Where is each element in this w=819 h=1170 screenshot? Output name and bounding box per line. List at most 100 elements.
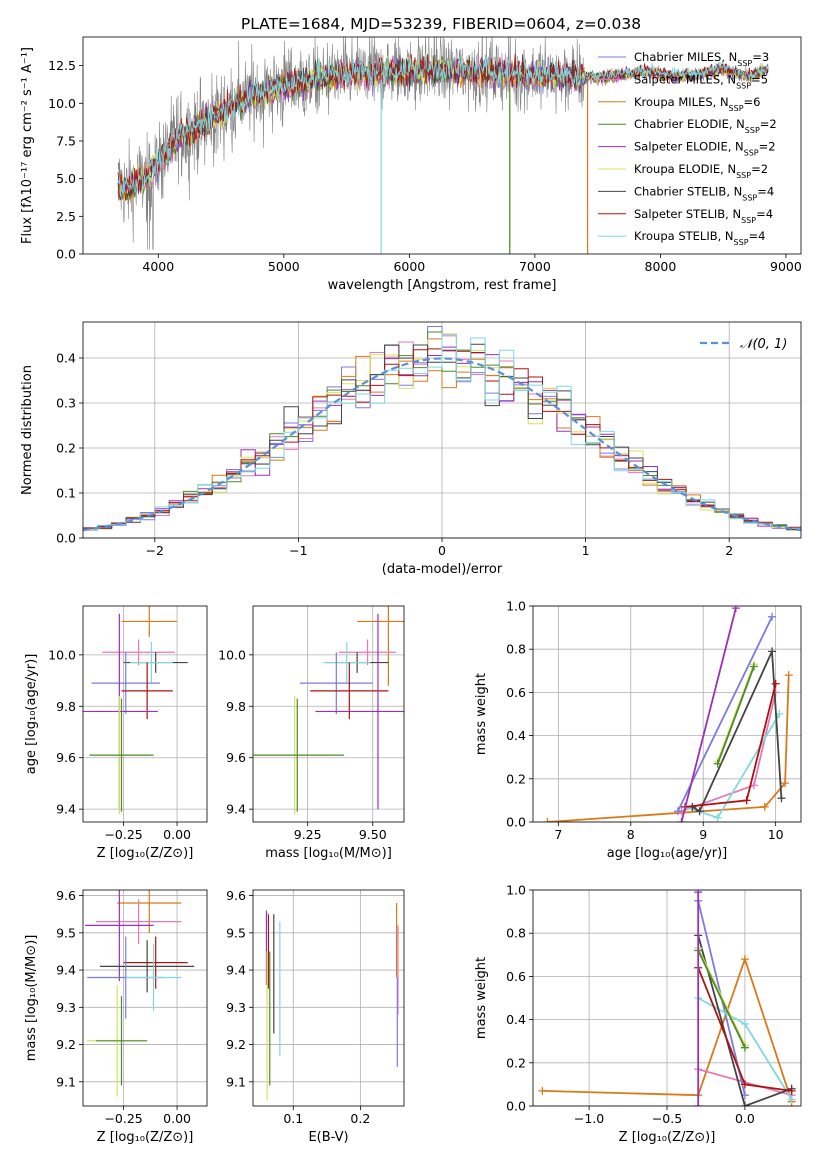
y-tick-label: 9.4 (56, 802, 76, 817)
mass-weight-marker (768, 647, 777, 656)
mass-weight-vs-metallicity-panel: −1.0 −0.5 0.0 0.0 0.2 0.4 0.6 0.8 1.0 Z [log₁₀(Z/… (474, 883, 802, 1145)
x-tick-label: 0.2 (350, 1111, 370, 1126)
x-tick-label: 9000 (770, 259, 802, 274)
x-axis-label: age [log₁₀(age/yr)] (607, 846, 728, 861)
legend-entry: Kroupa STELIB, NSSP=4 (634, 229, 765, 247)
mass-weight-marker (740, 1102, 749, 1106)
mass-weight-marker (713, 759, 722, 768)
legend-entry: Salpeter STELIB, NSSP=4 (634, 207, 773, 225)
gridlines (533, 889, 801, 1107)
gridlines (83, 890, 207, 1106)
y-axis-label: age [log₁₀(age/yr)] (24, 654, 39, 775)
plot-area (538, 890, 796, 1106)
y-tick-label: 0.4 (56, 351, 76, 366)
x-tick-label: −0.25 (104, 1111, 142, 1126)
y-tick-label: 0.2 (506, 1055, 526, 1070)
plot-area (253, 606, 404, 815)
axes-frame (82, 321, 802, 539)
axes: 0.1 0.2 9.1 9.2 9.3 9.4 9.5 9.6 E(B-V) (226, 888, 405, 1145)
y-tick-label: 9.1 (56, 1074, 76, 1089)
axes-frame (252, 605, 405, 823)
axes-frame (532, 605, 802, 823)
legend-entry: Chabrier ELODIE, NSSP=2 (634, 117, 777, 135)
y-axis-label: mass weight (474, 957, 489, 1039)
x-tick-label: −1 (289, 543, 307, 558)
y-tick-label: 0.6 (506, 969, 526, 984)
mass-weight-marker (673, 807, 682, 816)
mass-weight-line (716, 666, 755, 765)
x-tick-label: 8 (627, 827, 635, 842)
mass-vs-metallicity-panel: −0.25 0.00 9.1 9.2 9.3 9.4 9.5 9.6 Z [log₁₀(Z/Z⊙… (24, 888, 208, 1145)
axes: 9.25 9.50 9.4 9.6 9.8 10.0 mass [log₁₀(M/M⊙)] (218, 605, 405, 861)
y-tick-label: 0.0 (56, 531, 76, 546)
y-axis-label: Normed distribution (20, 365, 35, 495)
y-tick-label: 9.3 (56, 1000, 76, 1015)
model-spectrum-line (117, 53, 769, 197)
mass-weight-marker (740, 1043, 749, 1052)
x-tick-label: 4000 (142, 259, 174, 274)
x-tick-label: 10 (768, 827, 784, 842)
x-tick-label: 7000 (519, 259, 551, 274)
plot-area (543, 606, 793, 822)
residual-histogram (83, 355, 801, 530)
mass-weight-marker (740, 1019, 749, 1028)
y-tick-label: 0.4 (506, 728, 526, 743)
plot-area (85, 890, 195, 1097)
y-tick-label: 0.0 (506, 815, 526, 830)
y-tick-label: 12.5 (48, 58, 76, 73)
y-tick-label: 1.0 (506, 883, 526, 898)
x-tick-label: 1 (582, 543, 590, 558)
axes-frame (532, 889, 802, 1107)
mass-weight-marker (784, 671, 793, 680)
y-tick-label: 9.4 (56, 963, 76, 978)
y-tick-label: 9.1 (226, 1074, 246, 1089)
y-tick-label: 9.4 (226, 802, 246, 817)
mass-weight-vs-age-panel: 7 8 9 10 0.0 0.2 0.4 0.6 0.8 1.0 age [log₁₀(age/yr… (474, 599, 802, 861)
y-tick-label: 0.2 (56, 441, 76, 456)
y-tick-label: 9.5 (226, 925, 246, 940)
age-vs-mass-panel: 9.25 9.50 9.4 9.6 9.8 10.0 mass [log₁₀(M/M⊙)] (218, 605, 405, 861)
x-axis-label: wavelength [Angstrom, rest frame] (328, 278, 557, 293)
mass-weight-line (681, 692, 777, 813)
normal-distribution-curve (83, 357, 801, 532)
mass-weight-line (680, 607, 737, 822)
x-tick-label: 8000 (645, 259, 677, 274)
plot-area (117, 37, 769, 254)
y-tick-label: 1.0 (506, 599, 526, 614)
y-tick-label: 9.6 (226, 750, 246, 765)
x-axis-label: Z [log₁₀(Z/Z⊙)] (619, 1130, 716, 1145)
mass-weight-marker (740, 1080, 749, 1089)
residual-histogram-panel: −2 −1 0 1 2 0.0 0.1 0.2 0.3 0.4 (data-model)/error… (20, 321, 802, 577)
x-tick-label: 0.0 (735, 1111, 755, 1126)
legend-entry: Salpeter ELODIE, NSSP=2 (634, 140, 776, 158)
x-tick-label: 2 (725, 543, 733, 558)
x-axis-label: Z [log₁₀(Z/Z⊙)] (97, 846, 194, 861)
y-tick-label: 0.8 (506, 926, 526, 941)
x-tick-label: 9 (699, 827, 707, 842)
y-tick-label: 0.2 (506, 771, 526, 786)
mass-weight-marker (713, 813, 722, 822)
mass-weight-marker (694, 890, 703, 897)
y-tick-label: 0.3 (56, 396, 76, 411)
legend-entry: Kroupa ELODIE, NSSP=2 (634, 162, 768, 180)
y-tick-label: 9.8 (226, 699, 246, 714)
y-tick-label: 0.0 (56, 247, 76, 262)
mass-weight-marker (787, 1086, 796, 1095)
axes: −0.25 0.00 9.4 9.6 9.8 10.0 Z [log₁₀(Z/Z⊙)] age… (24, 605, 208, 861)
x-tick-label: −0.5 (652, 1111, 682, 1126)
legend-entry: Salpeter MILES, NSSP=5 (634, 72, 768, 90)
x-tick-label: 7 (554, 827, 562, 842)
x-tick-label: 0.1 (283, 1111, 303, 1126)
axes-frame (82, 36, 802, 255)
legend-entry: Chabrier STELIB, NSSP=4 (634, 184, 774, 202)
figure-title: PLATE=1684, MJD=53239, FIBERID=0604, z=0… (241, 15, 641, 33)
mass-weight-marker (543, 818, 552, 822)
y-tick-label: 9.4 (226, 963, 246, 978)
y-tick-label: 0.8 (506, 642, 526, 657)
x-axis-label: (data-model)/error (382, 562, 503, 577)
y-tick-label: 5.0 (56, 171, 76, 186)
y-tick-label: 9.2 (226, 1037, 246, 1052)
mass-weight-line (697, 947, 746, 1046)
mass-weight-marker (694, 1102, 703, 1106)
